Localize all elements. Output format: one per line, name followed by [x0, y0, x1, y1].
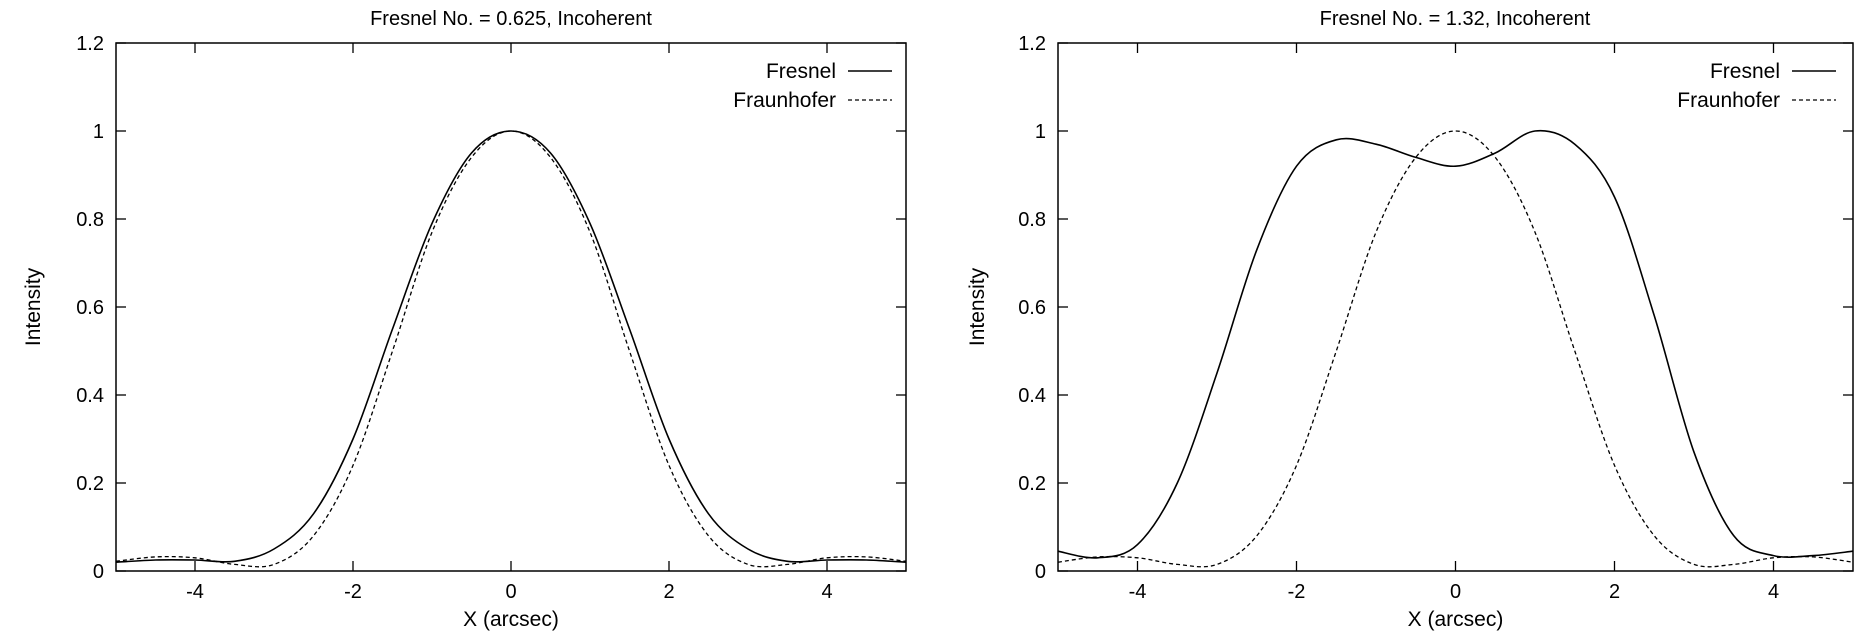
chart-panel-right: Fresnel No. = 1.32, Incoherent 0 0.2 0.4 0.6… [966, 8, 1854, 631]
y-tick-label: 0.6 [1018, 297, 1046, 319]
x-tick-label: -2 [344, 581, 362, 603]
x-tick-label: -2 [1288, 581, 1306, 603]
x-axis-label: X (arcsec) [463, 608, 559, 631]
x-tick-label: 2 [1609, 581, 1620, 603]
x-axis-label: X (arcsec) [1408, 608, 1504, 631]
y-tick-label: 0.2 [1018, 473, 1046, 495]
y-tick-label: 0.2 [76, 473, 104, 495]
y-tick-label: 1 [93, 121, 104, 143]
chart-title: Fresnel No. = 0.625, Incoherent [370, 8, 652, 30]
y-tick-label: 0.8 [76, 209, 104, 231]
legend-label-fraunhofer: Fraunhofer [733, 89, 836, 112]
series-line-fraunhofer [1057, 130, 1854, 568]
plot-frame [1057, 42, 1854, 572]
y-tick-label: 0 [93, 561, 104, 583]
legend-label-fresnel: Fresnel [766, 60, 836, 83]
x-tick-label: 2 [663, 581, 674, 603]
series-line-fraunhofer [115, 130, 907, 568]
y-axis-label: Intensity [22, 267, 45, 346]
y-tick-label: 1 [1035, 121, 1046, 143]
plot-frame [115, 42, 907, 572]
y-tick-label: 1.2 [76, 33, 104, 55]
x-tick-label: -4 [186, 581, 204, 603]
x-tick-label: 4 [1768, 581, 1779, 603]
y-tick-label: 0.8 [1018, 209, 1046, 231]
series-line-fresnel [1057, 129, 1854, 559]
y-tick-label: 1.2 [1018, 33, 1046, 55]
x-tick-label: 0 [1450, 581, 1461, 603]
legend-label-fraunhofer: Fraunhofer [1677, 89, 1780, 112]
series-line-fresnel [115, 130, 907, 563]
y-axis-label: Intensity [966, 267, 989, 346]
x-tick-label: -4 [1129, 581, 1147, 603]
y-tick-label: 0.6 [76, 297, 104, 319]
chart-panel-left: Fresnel No. = 0.625, Incoherent 0 0.2 0.4 0.… [22, 8, 907, 631]
y-tick-label: 0.4 [1018, 385, 1046, 407]
x-tick-label: 4 [821, 581, 832, 603]
x-tick-label: 0 [505, 581, 516, 603]
y-tick-label: 0 [1035, 561, 1046, 583]
y-tick-label: 0.4 [76, 385, 104, 407]
chart-title: Fresnel No. = 1.32, Incoherent [1320, 8, 1591, 30]
legend-label-fresnel: Fresnel [1710, 60, 1780, 83]
